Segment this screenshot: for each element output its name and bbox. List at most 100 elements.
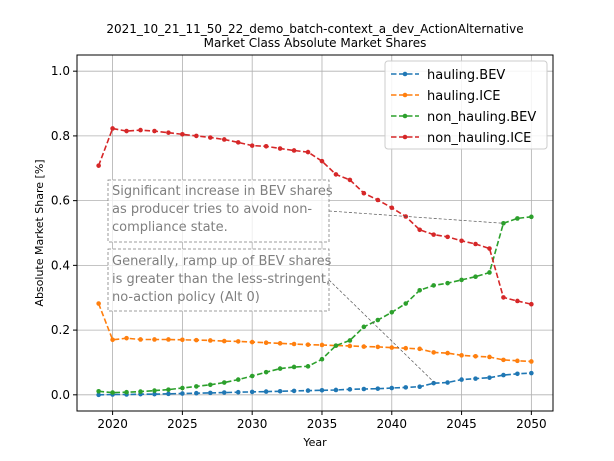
data-point-non-hauling-ice — [138, 127, 143, 133]
y-tick-label: 1.0 — [51, 64, 70, 78]
data-point-non-hauling-bev — [291, 364, 297, 370]
data-point-hauling-ice — [417, 346, 422, 352]
data-point-non-hauling-ice — [96, 163, 101, 168]
data-point-hauling-ice — [361, 344, 367, 349]
data-point-hauling-bev — [221, 390, 227, 395]
legend-marker-hauling-bev — [402, 71, 408, 77]
annotation-text-line: Significant increase in BEV shares — [112, 184, 333, 199]
data-point-hauling-ice — [445, 350, 450, 356]
data-point-hauling-ice — [529, 359, 534, 364]
y-tick-label: 0.0 — [51, 388, 70, 402]
data-point-hauling-ice — [277, 341, 283, 346]
x-tick-label: 2040 — [377, 417, 408, 431]
data-point-non-hauling-ice — [347, 177, 353, 183]
data-point-hauling-bev — [152, 391, 157, 397]
data-point-hauling-bev — [515, 371, 520, 377]
data-point-hauling-bev — [473, 376, 478, 381]
data-point-hauling-ice — [389, 345, 395, 350]
data-point-non-hauling-bev — [473, 274, 478, 279]
data-point-non-hauling-bev — [459, 277, 464, 283]
data-point-hauling-ice — [152, 337, 157, 342]
data-point-non-hauling-bev — [194, 384, 199, 389]
plot-area-frame — [76, 54, 554, 412]
data-point-non-hauling-ice — [459, 238, 464, 244]
data-point-hauling-ice — [291, 341, 297, 347]
data-point-hauling-bev — [333, 387, 339, 393]
data-point-hauling-ice — [208, 338, 213, 343]
data-point-hauling-bev — [319, 387, 325, 393]
data-point-non-hauling-bev — [375, 317, 381, 323]
data-point-hauling-bev — [249, 389, 255, 395]
series-line-non-hauling-bev — [98, 216, 532, 394]
data-point-non-hauling-bev — [319, 356, 325, 362]
data-point-non-hauling-bev — [180, 385, 185, 391]
data-point-hauling-ice — [124, 335, 129, 341]
data-point-hauling-bev — [208, 390, 213, 396]
x-tick-label: 2030 — [237, 417, 268, 431]
x-tick-label: 2020 — [97, 417, 128, 431]
data-point-non-hauling-ice — [389, 205, 395, 211]
data-point-non-hauling-ice — [319, 158, 325, 164]
data-point-non-hauling-ice — [515, 298, 520, 304]
data-point-non-hauling-ice — [110, 126, 115, 131]
y-tick-label: 0.6 — [51, 194, 70, 208]
annotation-text-line: no-action policy (Alt 0) — [112, 290, 260, 305]
data-point-non-hauling-bev — [417, 287, 422, 293]
y-axis-label: Absolute Market Share [%] — [33, 159, 46, 306]
annotation-arrow — [328, 210, 504, 224]
data-point-non-hauling-bev — [501, 220, 506, 226]
data-point-hauling-bev — [417, 384, 422, 390]
data-point-hauling-bev — [487, 375, 492, 380]
data-point-hauling-bev — [277, 388, 283, 394]
data-point-non-hauling-ice — [208, 135, 213, 140]
data-point-hauling-bev — [263, 389, 269, 394]
data-point-non-hauling-ice — [277, 146, 283, 151]
data-point-hauling-ice — [194, 337, 199, 343]
data-point-hauling-ice — [515, 358, 520, 364]
data-point-non-hauling-bev — [529, 214, 534, 220]
x-axis-label: Year — [302, 436, 327, 449]
legend-marker-non-hauling-bev — [402, 113, 408, 119]
data-point-non-hauling-ice — [431, 232, 436, 237]
data-point-hauling-ice — [305, 342, 311, 347]
data-point-hauling-bev — [459, 377, 464, 382]
data-point-non-hauling-bev — [152, 388, 157, 393]
data-point-non-hauling-bev — [208, 382, 213, 388]
data-point-non-hauling-bev — [403, 301, 409, 306]
data-point-hauling-ice — [347, 343, 353, 349]
y-tick-label: 0.8 — [51, 129, 70, 143]
data-point-non-hauling-bev — [361, 324, 367, 330]
legend-label-non-hauling-bev: non_hauling.BEV — [427, 110, 536, 125]
data-point-hauling-ice — [235, 339, 241, 344]
data-point-hauling-ice — [96, 301, 101, 306]
annotation-arrow — [328, 279, 434, 383]
data-point-non-hauling-ice — [291, 148, 297, 153]
series-layer — [96, 126, 534, 398]
data-point-non-hauling-ice — [445, 234, 450, 240]
data-point-non-hauling-bev — [389, 309, 395, 315]
data-point-non-hauling-bev — [235, 377, 241, 382]
data-point-non-hauling-bev — [221, 380, 227, 385]
series-line-non-hauling-ice — [97, 127, 532, 305]
data-point-non-hauling-bev — [96, 388, 101, 394]
data-point-hauling-ice — [473, 354, 478, 359]
data-point-hauling-ice — [431, 350, 436, 355]
data-point-hauling-bev — [291, 388, 297, 394]
data-point-non-hauling-ice — [152, 128, 157, 134]
data-point-hauling-ice — [263, 340, 269, 346]
data-point-non-hauling-ice — [473, 241, 478, 247]
axis-ticks: 2020 2025 2030 2035 2040 2045 2050 0.0 0.2 0.4 0.6… — [51, 64, 547, 431]
data-point-non-hauling-ice — [124, 128, 129, 134]
data-point-non-hauling-ice — [501, 295, 506, 300]
data-point-hauling-ice — [459, 353, 464, 358]
legend-marker-hauling-ice — [402, 92, 408, 98]
data-point-hauling-ice — [501, 357, 506, 363]
data-point-non-hauling-ice — [361, 190, 367, 196]
data-point-hauling-bev — [361, 386, 367, 392]
data-point-hauling-bev — [235, 389, 241, 395]
annotation-text-line: Generally, ramp up of BEV shares — [112, 254, 332, 269]
y-tick-label: 0.4 — [51, 258, 70, 272]
series-line-hauling-bev — [98, 372, 532, 396]
data-point-hauling-bev — [431, 380, 436, 386]
